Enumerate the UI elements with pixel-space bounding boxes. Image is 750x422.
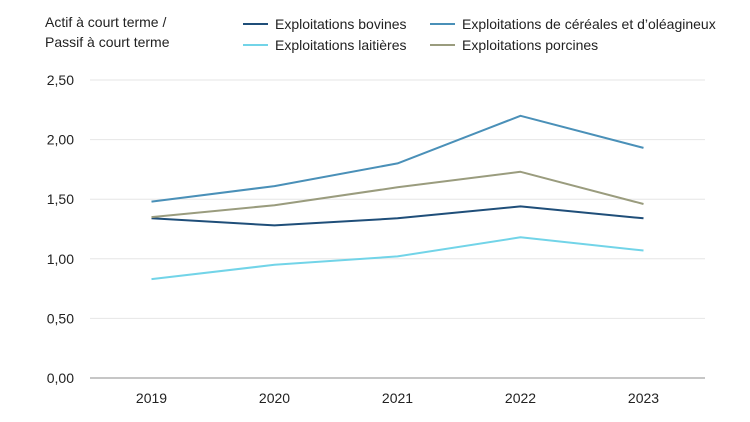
legend-item: Exploitations porcines: [430, 37, 598, 53]
legend-item: Exploitations de céréales et d’oléagineu…: [430, 16, 716, 32]
y-tick-label: 1,50: [47, 191, 74, 207]
y-tick-label: 1,00: [47, 251, 74, 267]
series-line: [151, 236, 644, 281]
legend-label: Exploitations de céréales et d’oléagineu…: [462, 16, 716, 32]
x-tick-label: 2020: [259, 390, 290, 406]
legend-label: Exploitations bovines: [275, 16, 407, 32]
x-tick-label: 2023: [628, 390, 659, 406]
series-line: [151, 114, 644, 203]
legend-item: Exploitations bovines: [243, 16, 407, 32]
y-axis-ticks: 0,00 0,50 1,00 1,50 2,00 2,50: [47, 72, 74, 386]
x-tick-label: 2021: [382, 390, 413, 406]
legend-item: Exploitations laitières: [243, 37, 407, 53]
series-line: [151, 170, 644, 219]
legend-label: Exploitations porcines: [462, 37, 598, 53]
y-axis-title: Actif à court terme / Passif à court term…: [45, 14, 170, 50]
x-axis-ticks: 2019 2020 2021 2022 2023: [136, 390, 659, 406]
y-tick-label: 2,00: [47, 132, 74, 148]
gridlines: [90, 79, 705, 319]
y-axis-title-line: Actif à court terme /: [45, 14, 166, 30]
x-tick-label: 2022: [505, 390, 536, 406]
series-line: [151, 205, 644, 227]
legend: Exploitations bovines Exploitations de cé…: [243, 16, 716, 53]
series-lines: [151, 114, 644, 281]
x-tick-label: 2019: [136, 390, 167, 406]
y-tick-label: 2,50: [47, 72, 74, 88]
y-tick-label: 0,50: [47, 310, 74, 326]
y-tick-label: 0,00: [47, 370, 74, 386]
legend-label: Exploitations laitières: [275, 37, 407, 53]
y-axis-title-line: Passif à court terme: [45, 34, 170, 50]
